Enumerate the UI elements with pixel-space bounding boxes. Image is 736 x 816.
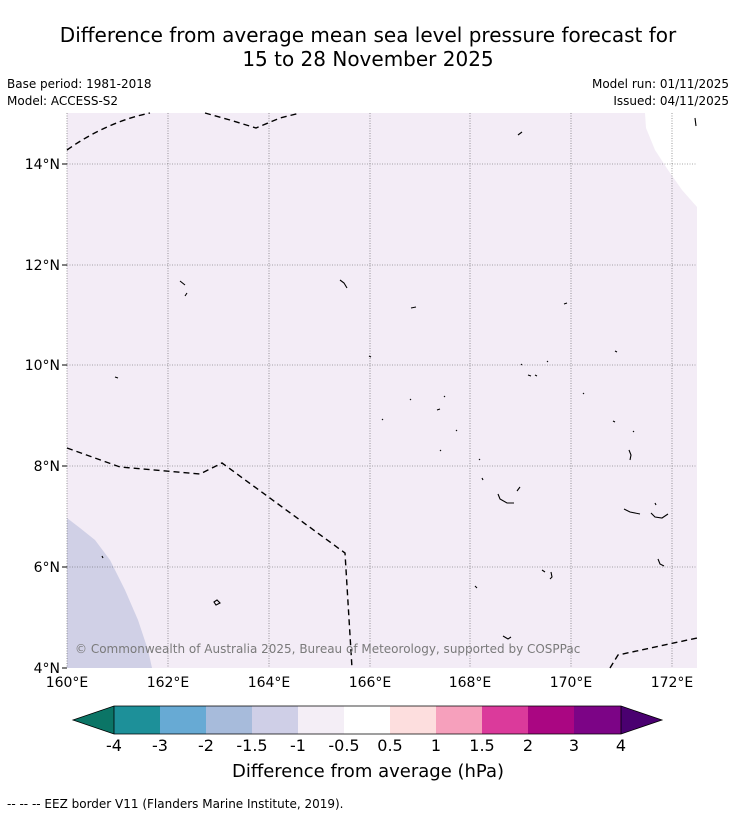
lat-tick-labels: 14°N 12°N 10°N 8°N 6°N 4°N bbox=[25, 157, 60, 677]
colorbar-tick-labels: -4 -3 -2 -1.5 -1 -0.5 0.5 1 1.5 2 3 4 bbox=[106, 736, 626, 755]
lat-tick-label: 6°N bbox=[34, 560, 60, 576]
eez-footnote: -- -- -- EEZ border V11 (Flanders Marine… bbox=[7, 797, 344, 811]
colorbar-bin bbox=[160, 706, 206, 734]
lat-tick-label: 12°N bbox=[25, 258, 60, 274]
colorbar-bin bbox=[206, 706, 252, 734]
colorbar-tick-label: 4 bbox=[616, 736, 626, 755]
lon-tick-labels: 160°E 162°E 164°E 166°E 168°E 170°E 172°… bbox=[46, 675, 694, 691]
colorbar-bin bbox=[252, 706, 298, 734]
colorbar-tick-label: 1 bbox=[431, 736, 441, 755]
colorbar-bin bbox=[436, 706, 482, 734]
colorbar-tick-label: -2 bbox=[198, 736, 214, 755]
title-line-1: Difference from average mean sea level p… bbox=[59, 23, 677, 47]
lat-tick-label: 4°N bbox=[34, 661, 60, 677]
colorbar-lower-extension bbox=[73, 706, 114, 734]
island-outlines bbox=[101, 117, 697, 640]
colorbar-label: Difference from average (hPa) bbox=[231, 761, 505, 782]
colorbar-bin bbox=[298, 706, 344, 734]
colorbar bbox=[71, 705, 664, 735]
colorbar-tick-label: 1.5 bbox=[469, 736, 494, 755]
colorbar-tick-label: -0.5 bbox=[328, 736, 359, 755]
lat-tick-label: 10°N bbox=[25, 358, 60, 374]
colorbar-bin bbox=[574, 706, 621, 734]
title-line-2: 15 to 28 November 2025 bbox=[242, 47, 494, 71]
gridlines bbox=[66, 113, 697, 668]
axis-tick-marks bbox=[62, 163, 67, 669]
colorbar-bin bbox=[390, 706, 436, 734]
model-run-text: Model run: 01/11/2025 bbox=[591, 77, 729, 91]
lon-tick-label: 172°E bbox=[651, 675, 694, 691]
lon-tick-label: 164°E bbox=[248, 675, 291, 691]
colorbar-tick-label: -3 bbox=[152, 736, 168, 755]
colorbar-tick-label: -4 bbox=[106, 736, 122, 755]
lon-tick-label: 170°E bbox=[550, 675, 593, 691]
colorbar-tick-label: 3 bbox=[569, 736, 579, 755]
colorbar-bin bbox=[114, 706, 160, 734]
lon-tick-label: 168°E bbox=[449, 675, 492, 691]
lat-tick-label: 14°N bbox=[25, 157, 60, 173]
colorbar-bin bbox=[528, 706, 574, 734]
lon-tick-label: 160°E bbox=[46, 675, 89, 691]
map-background bbox=[67, 113, 697, 668]
colorbar-tick-label: 0.5 bbox=[377, 736, 402, 755]
colorbar-bin bbox=[482, 706, 528, 734]
colorbar-tick-label: -1.5 bbox=[236, 736, 267, 755]
sw-anomaly-shading bbox=[67, 518, 152, 668]
colorbar-tick-label: -1 bbox=[290, 736, 306, 755]
model-text: Model: ACCESS-S2 bbox=[7, 94, 119, 108]
issued-text: Issued: 04/11/2025 bbox=[613, 94, 729, 108]
eez-borders bbox=[66, 112, 698, 669]
base-period-text: Base period: 1981-2018 bbox=[7, 77, 152, 91]
ne-neutral-region bbox=[645, 113, 697, 207]
copyright-text: © Commonwealth of Australia 2025, Bureau… bbox=[75, 642, 580, 656]
lon-tick-label: 162°E bbox=[147, 675, 190, 691]
lon-tick-label: 166°E bbox=[349, 675, 392, 691]
lat-tick-label: 8°N bbox=[34, 459, 60, 475]
colorbar-tick-label: 2 bbox=[523, 736, 533, 755]
colorbar-bin bbox=[344, 706, 390, 734]
colorbar-upper-extension bbox=[621, 706, 662, 734]
